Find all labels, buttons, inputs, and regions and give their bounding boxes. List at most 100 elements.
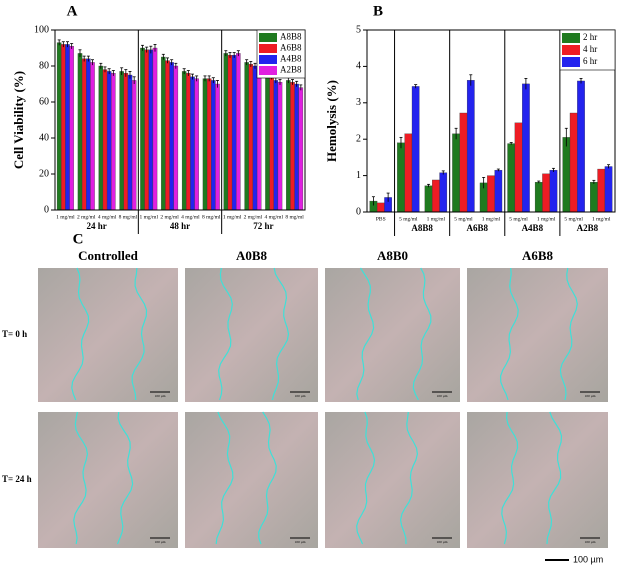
x-tick-label: 4 mg/ml [265, 214, 284, 220]
error-bar [441, 170, 445, 175]
x-tick-label: 2 mg/ml [244, 214, 263, 220]
bar [206, 78, 212, 211]
error-bar [141, 44, 144, 51]
error-bar [579, 78, 583, 84]
error-bar [454, 127, 458, 140]
error-bar [174, 62, 178, 69]
x-tick-label: 1 mg/ml [482, 216, 501, 222]
error-bar [399, 136, 403, 149]
error-bar [70, 43, 74, 49]
bar [140, 47, 145, 211]
legend-swatch [562, 33, 580, 43]
legend-swatch [562, 45, 580, 55]
bar [590, 182, 598, 213]
bar [190, 76, 195, 211]
plot-frame [54, 29, 306, 211]
bar [61, 44, 66, 211]
error-bar [249, 61, 253, 67]
error-bar [216, 80, 219, 88]
panel-label: B [373, 3, 383, 19]
x-tick-label: 1 mg/ml [140, 214, 159, 220]
legend-label: 6 hr [583, 56, 597, 66]
column-label: A0B8 [236, 248, 268, 263]
bar [290, 82, 295, 211]
error-bar [236, 50, 240, 57]
bar [597, 168, 606, 213]
bar [507, 143, 516, 213]
bar [223, 53, 229, 211]
image-scale-label: 100 µm [437, 540, 448, 544]
bar [148, 49, 154, 211]
bar [169, 62, 174, 211]
bar [165, 60, 170, 211]
column-label: Controlled [78, 248, 138, 263]
wound-edge [356, 411, 376, 545]
legend-label: A4B8 [280, 54, 302, 64]
micrograph [467, 412, 608, 548]
bar [106, 71, 112, 211]
bar [549, 169, 558, 213]
bar [144, 49, 149, 211]
column-label: A6B8 [522, 248, 554, 263]
micrograph [467, 268, 608, 402]
bar [194, 78, 199, 211]
bar [248, 64, 254, 211]
group-label: 48 hr [170, 221, 190, 231]
x-tick-label: 2 mg/ml [160, 214, 179, 220]
error-bar [111, 70, 115, 76]
bar [542, 173, 550, 213]
error-bar [509, 142, 513, 145]
bar [161, 56, 166, 211]
micrograph [185, 412, 318, 548]
error-bar [592, 179, 596, 184]
bar [181, 71, 187, 211]
bar [111, 73, 116, 211]
error-bar [253, 62, 257, 69]
error-bar [91, 59, 94, 66]
x-tick-label: 8 mg/ml [202, 214, 221, 220]
error-bar [496, 168, 500, 172]
error-bar [299, 84, 303, 91]
bar [202, 78, 208, 211]
wound-edge [116, 411, 134, 545]
wound-edge [71, 267, 90, 401]
bar [294, 83, 299, 211]
bar [569, 112, 578, 213]
error-bar [99, 62, 103, 69]
error-bar [245, 59, 249, 66]
image-scale-label: 100 µm [585, 394, 596, 398]
bar [273, 80, 279, 211]
bar [459, 112, 468, 213]
column-label: A8B0 [377, 248, 408, 263]
x-tick-label: 5 mg/ml [564, 216, 583, 222]
error-bar [78, 49, 82, 57]
error-bar [149, 45, 153, 54]
error-bar [145, 46, 149, 53]
micrograph [38, 412, 178, 548]
wound-edge [399, 411, 419, 545]
error-bar [186, 70, 190, 76]
micrograph [185, 268, 318, 402]
error-bar [103, 66, 107, 73]
error-bar [170, 59, 174, 66]
bar [227, 55, 233, 211]
legend-swatch [259, 66, 277, 75]
error-bar [386, 192, 390, 202]
error-bar [537, 180, 541, 184]
bar [102, 69, 108, 211]
micrograph [38, 268, 178, 402]
error-bar [278, 79, 282, 85]
bar [215, 83, 220, 211]
bar [265, 74, 270, 211]
panel-label: A [67, 3, 78, 19]
image-scale-label: 100 µm [155, 540, 166, 544]
wound-edge [215, 411, 234, 545]
y-tick-label: 20 [39, 168, 49, 179]
error-bar [132, 76, 136, 84]
legend-swatch [259, 44, 277, 53]
bar [86, 58, 91, 211]
x-tick-label: 4 mg/ml [98, 214, 117, 220]
bar [173, 65, 179, 211]
bar [452, 133, 460, 213]
